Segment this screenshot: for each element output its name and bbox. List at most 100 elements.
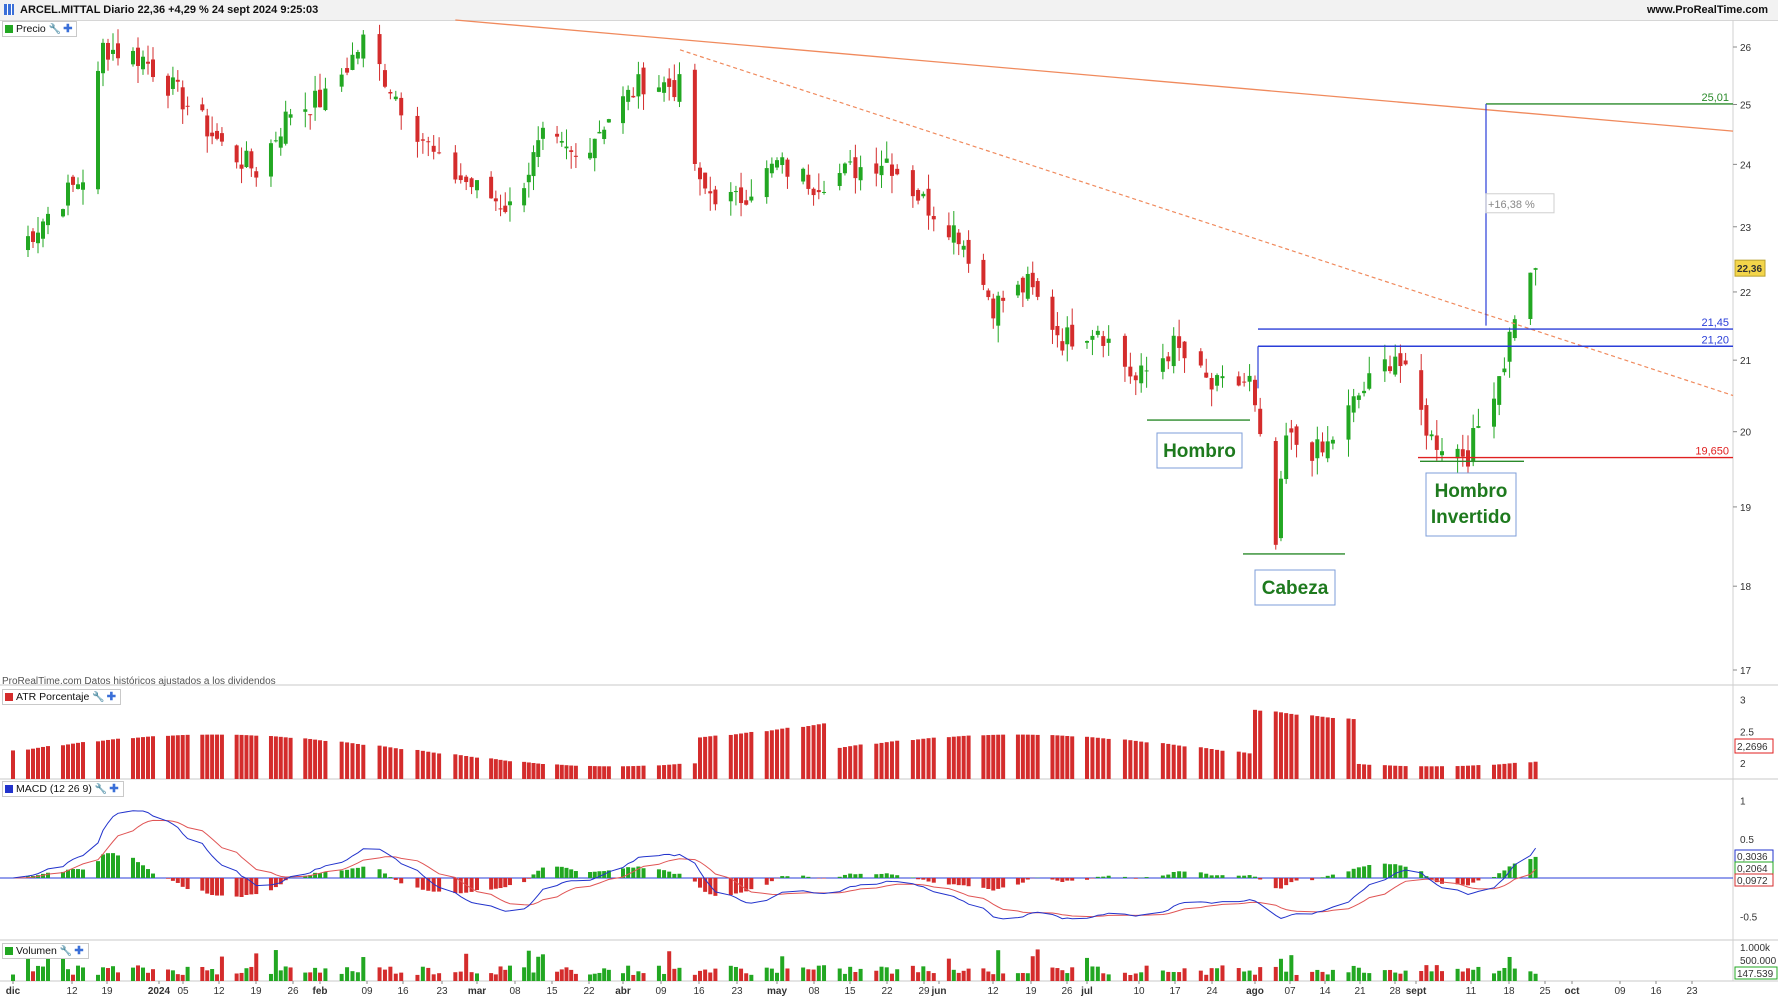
panel-label-macd[interactable]: MACD (12 26 9) 🔧 ✚ <box>2 781 124 797</box>
volume-bar <box>884 967 889 981</box>
panel-label-volume[interactable]: Volumen 🔧 ✚ <box>2 943 89 959</box>
volume-bar <box>837 968 842 981</box>
macd-histogram-bar <box>956 877 961 886</box>
atr-bar <box>61 745 65 779</box>
volume-bar <box>239 972 244 981</box>
atr-bar <box>801 726 806 779</box>
macd-histogram-bar <box>503 877 508 888</box>
panel-label-price[interactable]: Precio 🔧 ✚ <box>2 21 78 37</box>
volume-bar <box>1030 956 1035 981</box>
volume-bar <box>41 966 45 981</box>
volume-bar <box>1273 966 1278 981</box>
candle-body <box>1294 426 1299 445</box>
atr-bar <box>672 764 677 779</box>
atr-bar <box>597 766 602 779</box>
volume-bar <box>780 956 785 981</box>
atr-bar <box>842 747 847 779</box>
candle-body <box>991 298 996 319</box>
atr-bar <box>677 763 682 779</box>
candle-body <box>1434 435 1439 450</box>
volume-bar <box>926 971 931 981</box>
volume-bar <box>313 967 318 981</box>
plus-icon[interactable]: ✚ <box>63 23 73 35</box>
y-tick-label: 18 <box>1740 582 1752 593</box>
x-tick-label: 15 <box>546 986 558 997</box>
macd-histogram-bar <box>475 877 479 891</box>
x-tick-label: dic <box>6 986 21 997</box>
candle-body <box>26 236 30 251</box>
volume-bar <box>1310 971 1315 981</box>
atr-bar <box>437 753 442 779</box>
x-tick-label: jul <box>1080 986 1093 997</box>
volume-bar <box>475 973 479 981</box>
macd-histogram-bar <box>879 873 884 878</box>
candle-body <box>1403 360 1408 365</box>
macd-histogram-bar <box>540 867 545 878</box>
candle-body <box>739 187 744 204</box>
volume-bar <box>1095 966 1100 981</box>
macd-histogram-bar <box>592 871 597 878</box>
level-label: 25,01 <box>1701 92 1729 104</box>
atr-bar <box>180 735 185 779</box>
wrench-icon[interactable]: 🔧 <box>59 946 73 957</box>
volume-value-tag: 147.539 <box>1737 969 1774 980</box>
atr-bar <box>146 736 150 779</box>
volume-bar <box>1035 949 1040 981</box>
y-tick-label: 19 <box>1740 503 1752 514</box>
atr-bar <box>848 746 853 779</box>
volume-bar <box>1492 973 1496 981</box>
x-tick-label: 17 <box>1169 986 1181 997</box>
plus-icon[interactable]: ✚ <box>106 691 117 703</box>
x-tick-label: 19 <box>250 986 262 997</box>
atr-bar <box>339 741 344 779</box>
volume-bar <box>355 972 360 981</box>
candle-body <box>1429 434 1434 437</box>
candle-body <box>1278 478 1283 539</box>
atr-bar <box>219 734 224 779</box>
wrench-icon[interactable]: 🔧 <box>48 24 62 35</box>
macd-histogram-bar <box>323 872 328 878</box>
candle-body <box>1253 379 1257 406</box>
atr-value-tag-bg <box>1734 738 1774 754</box>
candle-body <box>106 42 110 60</box>
volume-bar <box>1160 970 1165 981</box>
x-tick-label: 18 <box>1503 986 1515 997</box>
macd-histogram-bar <box>205 877 210 894</box>
volume-bar <box>437 973 442 981</box>
volume-bar <box>1356 967 1361 981</box>
plus-icon[interactable]: ✚ <box>109 783 119 795</box>
trendline-dashed <box>679 49 1734 397</box>
volume-bar <box>345 967 350 981</box>
macd-histogram-bar <box>916 877 921 880</box>
volume-bar <box>36 965 40 981</box>
macd-histogram-bar <box>733 877 738 894</box>
panel-label-atr[interactable]: ATR Porcentaje 🔧 ✚ <box>2 689 122 705</box>
volume-bar <box>801 967 806 981</box>
macd-histogram-bar <box>393 877 398 880</box>
atr-bar <box>1466 765 1470 779</box>
candle-body <box>350 54 355 70</box>
macd-histogram-bar <box>498 877 503 889</box>
volume-bar <box>1320 971 1325 981</box>
atr-bar <box>621 766 625 779</box>
macd-histogram-bar <box>355 867 360 878</box>
candle-body <box>180 87 185 110</box>
volume-bar <box>961 970 966 981</box>
macd-histogram-bar <box>1160 875 1165 878</box>
site-link[interactable]: www.ProRealTime.com <box>1646 4 1768 16</box>
volume-bar <box>931 973 936 981</box>
macd-histogram-bar <box>1330 874 1335 878</box>
macd-histogram-bar <box>1471 877 1476 883</box>
candle-body <box>879 165 884 176</box>
atr-bar <box>749 731 754 779</box>
macd-histogram-bar <box>1362 866 1367 878</box>
atr-bar <box>1035 734 1040 779</box>
atr-bar <box>606 766 611 779</box>
macd-histogram-bar <box>1320 877 1325 878</box>
plus-icon[interactable]: ✚ <box>74 945 84 957</box>
atr-bar <box>775 729 779 779</box>
wrench-icon[interactable]: 🔧 <box>94 784 108 795</box>
atr-bar <box>1512 762 1517 779</box>
wrench-icon[interactable]: 🔧 <box>92 692 105 703</box>
